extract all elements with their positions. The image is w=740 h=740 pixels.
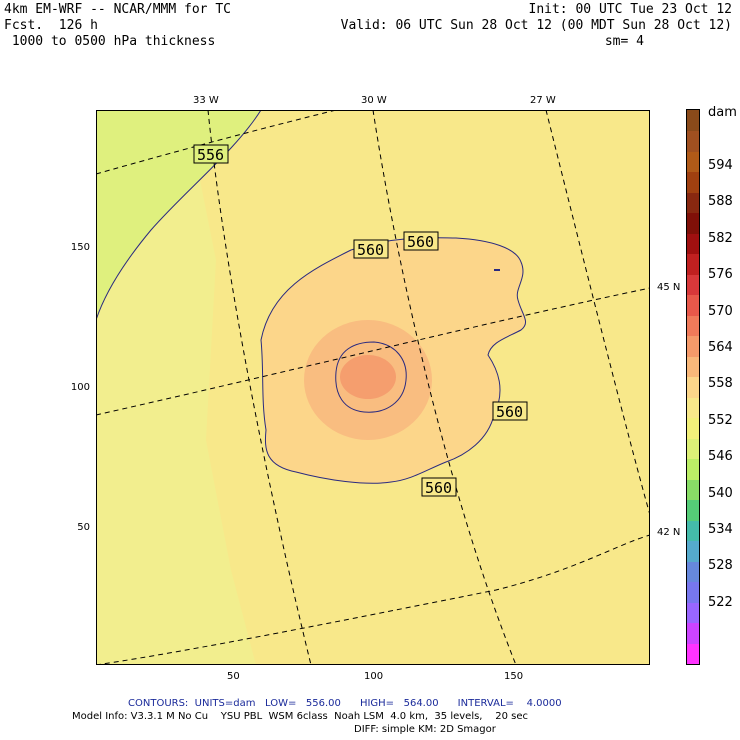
contour-label-560-b: 560 [407,233,434,251]
colorbar-swatch [687,212,699,234]
lat-label-45n: 45 N [657,282,681,293]
lat-line-48n [96,110,337,175]
y-tick-50: 50 [77,522,90,533]
colorbar-swatch [687,335,699,357]
colorbar-swatch [687,499,699,521]
colorbar-swatch [687,253,699,275]
colorbar-swatch [687,520,699,542]
contour-labels: 556 560 560 560 560 [193,144,528,497]
colorbar-unit: dam [708,105,737,120]
colorbar-label: 582 [708,230,733,246]
lon-line-33w [207,110,312,665]
lat-label-42n: 42 N [657,527,681,538]
lon-label-30w: 30 W [361,95,387,106]
colorbar-swatch [687,233,699,255]
colorbar-swatch [687,479,699,501]
colorbar-label: 552 [708,412,733,428]
lat-line-45n [96,287,650,416]
colorbar-swatch [687,643,699,665]
plot-frame [96,110,650,665]
contour-label-560-c: 560 [496,403,523,421]
colorbar-swatch [687,151,699,173]
colorbar-swatch [687,581,699,603]
colorbar-label: 546 [708,449,733,465]
contour-label-560-d: 560 [425,479,452,497]
label-box-560-b [403,231,439,251]
smoothing-value: sm= 4 [604,34,644,49]
colorbar-swatch [687,294,699,316]
colorbar-swatch [687,376,699,398]
colorbar-swatch [687,561,699,583]
lon-line-27w [545,110,650,516]
colorbar-label: 588 [708,194,733,210]
model-info: Model Info: V3.3.1 M No Cu YSU PBL WSM 6… [72,711,528,722]
color-scale-bar [686,109,700,665]
graticule [96,110,650,665]
label-box-560-c [492,401,528,421]
colorbar-label: 522 [708,594,733,610]
diffusion-info: DIFF: simple KM: 2D Smagor [354,724,496,735]
y-tick-150: 150 [70,242,90,253]
colorbar-swatch [687,397,699,419]
label-box-560-d [421,477,457,497]
colorbar-label: 558 [708,376,733,392]
colorbar-swatch [687,192,699,214]
colorbar-swatch [687,417,699,439]
init-time: Init: 00 UTC Tue 23 Oct 12 [528,2,733,17]
label-box-560-a [353,239,389,259]
forecast-hour: Fcst. 126 h [4,18,98,33]
colorbar-swatch [687,458,699,480]
colorbar-swatch [687,602,699,624]
colorbar-swatch [687,356,699,378]
colorbar-label: 570 [708,303,733,319]
colorbar-label: 594 [708,158,733,173]
colorbar-swatch [687,315,699,337]
colorbar-label: 528 [708,558,733,574]
colorbar-label: 564 [708,340,733,355]
valid-time: Valid: 06 UTC Sun 28 Oct 12 (00 MDT Sun … [340,18,732,33]
contour-564 [335,341,407,413]
x-tick-150: 150 [504,671,524,682]
colorbar-swatch [687,171,699,193]
x-tick-100: 100 [364,671,384,682]
region-568 [340,355,396,399]
contour-556 [96,110,262,321]
lon-line-30w [372,110,517,665]
colorbar-swatch [687,540,699,562]
colorbar-swatch [687,622,699,644]
thickness-map: 556 560 560 560 560 [96,110,650,665]
colorbar-swatch [687,438,699,460]
colorbar-swatch [687,110,699,132]
lon-label-27w: 27 W [530,95,556,106]
lon-label-33w: 33 W [193,95,219,106]
y-tick-100: 100 [70,382,90,393]
contour-label-560-a: 560 [357,241,384,259]
model-title: 4km EM-WRF -- NCAR/MMM for TC [4,2,231,17]
field-name: 1000 to 0500 hPa thickness [4,34,216,49]
colorbar-label: 534 [708,522,733,537]
colorbar-swatch [687,130,699,152]
x-tick-50: 50 [227,671,240,682]
label-box-556 [193,144,229,164]
low-thickness-region [96,110,261,320]
contour-label-556: 556 [197,146,224,164]
colorbar-label: 576 [708,267,733,283]
contour-info: CONTOURS: UNITS=dam LOW= 556.00 HIGH= 56… [128,698,562,709]
colorbar-label: 540 [708,485,733,501]
colorbar-swatch [687,274,699,296]
